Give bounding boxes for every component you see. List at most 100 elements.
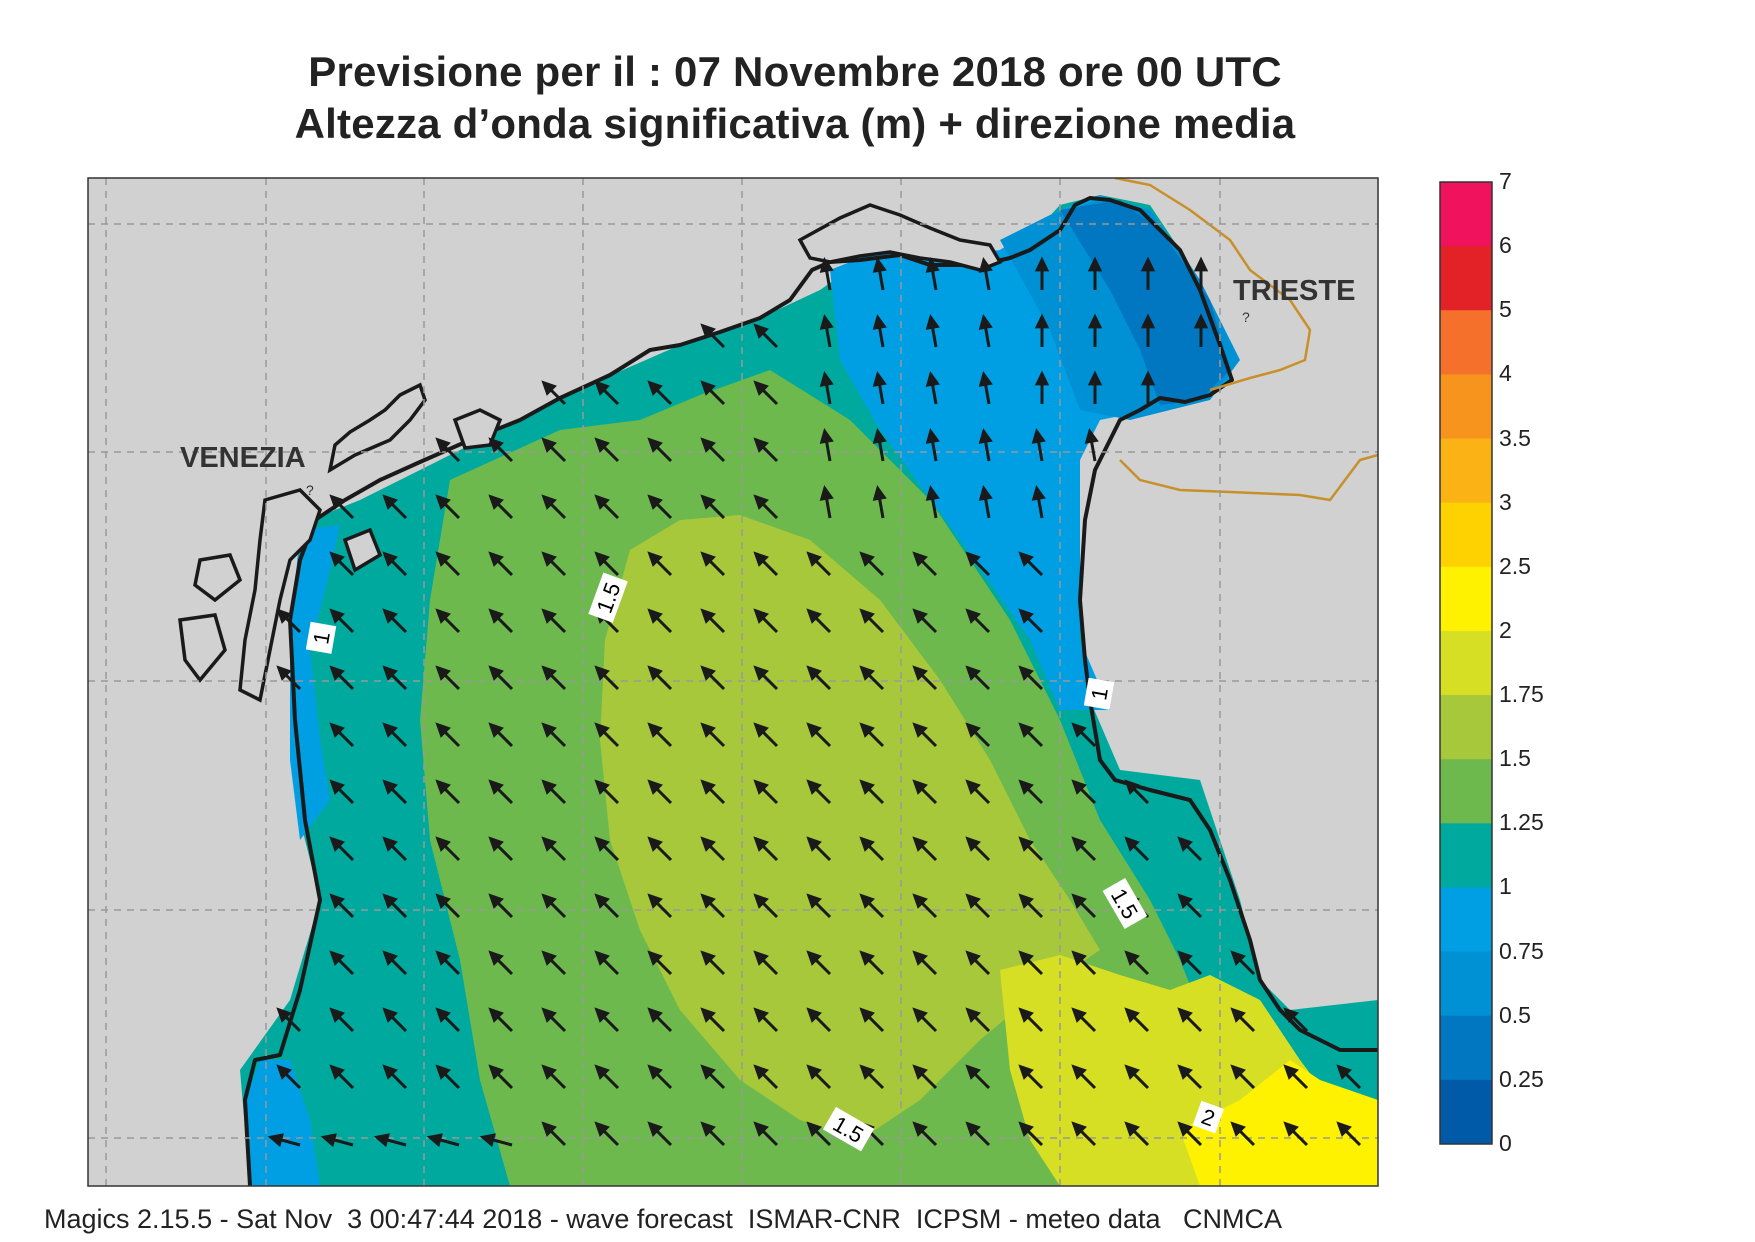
direction-arrow-head <box>819 371 834 387</box>
direction-arrow-head <box>1071 893 1087 909</box>
direction-arrow-head <box>1177 1121 1193 1137</box>
colorbar-frame <box>1439 181 1493 1145</box>
colorbar-swatch <box>1440 438 1492 504</box>
direction-arrow-head <box>488 551 504 567</box>
direction-arrow-head <box>594 836 610 852</box>
colorbar-swatch <box>1440 630 1492 696</box>
direction-arrow-head <box>1018 1121 1034 1137</box>
direction-arrow-head <box>329 950 345 966</box>
direction-arrow-head <box>329 722 345 738</box>
colorbar-swatch <box>1440 566 1492 632</box>
direction-arrow-head <box>435 608 451 624</box>
direction-arrow-head <box>541 608 557 624</box>
direction-arrow-head <box>912 551 928 567</box>
direction-arrow-head <box>806 836 822 852</box>
direction-arrow-head <box>1071 779 1087 795</box>
direction-arrow-head <box>1071 1064 1087 1080</box>
direction-arrow-head <box>541 893 557 909</box>
direction-arrow-head <box>647 1007 663 1023</box>
direction-arrow-head <box>872 485 887 501</box>
direction-arrow-head <box>329 608 345 624</box>
direction-arrow-head <box>965 551 981 567</box>
direction-arrow-head <box>488 608 504 624</box>
direction-arrow-head <box>594 1007 610 1023</box>
direction-arrow-head <box>700 893 716 909</box>
colorbar-swatch <box>1440 182 1492 247</box>
direction-arrow-head <box>1140 313 1156 329</box>
direction-arrow-head <box>753 665 769 681</box>
direction-arrow-head <box>488 722 504 738</box>
direction-arrow-head <box>594 779 610 795</box>
direction-arrow-head <box>594 950 610 966</box>
direction-arrow-head <box>541 665 557 681</box>
direction-arrow-head <box>1018 722 1034 738</box>
direction-arrow-head <box>806 1007 822 1023</box>
svg-text:1: 1 <box>308 630 335 646</box>
colorbar-swatch <box>1440 759 1492 824</box>
place-label-venezia: VENEZIA <box>180 442 306 474</box>
direction-arrow-head <box>912 722 928 738</box>
direction-arrow-head <box>1018 1064 1034 1080</box>
direction-arrow-head <box>647 950 663 966</box>
direction-arrow-head <box>647 608 663 624</box>
direction-arrow-head <box>647 665 663 681</box>
colorbar-label: 1.75 <box>1499 681 1544 708</box>
direction-arrow-head <box>925 371 940 387</box>
direction-arrow-head <box>1071 950 1087 966</box>
direction-arrow-head <box>382 1007 398 1023</box>
place-label-trieste: TRIESTE <box>1233 275 1355 307</box>
direction-arrow-head <box>806 893 822 909</box>
direction-arrow-head <box>819 257 834 273</box>
direction-arrow-head <box>276 665 292 681</box>
direction-arrow-head <box>1034 256 1050 272</box>
direction-arrow-head <box>435 779 451 795</box>
direction-arrow-head <box>1071 836 1087 852</box>
colorbar-swatch <box>1440 310 1492 375</box>
colorbar-swatch <box>1440 502 1492 568</box>
direction-arrow-head <box>647 836 663 852</box>
direction-arrow-head <box>1230 1007 1246 1023</box>
direction-arrow-head <box>1071 1007 1087 1023</box>
direction-arrow-head <box>1087 370 1103 386</box>
direction-arrow-head <box>594 437 610 453</box>
title-line-1: Previsione per il : 07 Novembre 2018 ore… <box>308 48 1282 95</box>
direction-arrow-head <box>965 950 981 966</box>
direction-arrow-head <box>912 836 928 852</box>
colorbar-swatch <box>1440 695 1492 760</box>
direction-arrow-head <box>806 1121 822 1137</box>
contour-labels: 1 1 1.5 1.5 1.5 2 <box>305 572 1225 1152</box>
direction-arrow-head <box>647 380 663 396</box>
direction-arrow-head <box>541 1121 557 1137</box>
direction-arrow-head <box>978 257 993 273</box>
colorbar-swatch <box>1440 951 1492 1017</box>
direction-arrow-head <box>753 494 769 510</box>
map-grid <box>88 178 1378 1186</box>
direction-arrow-head <box>859 1064 875 1080</box>
direction-arrow-head <box>700 1007 716 1023</box>
direction-arrow-head <box>753 1064 769 1080</box>
direction-arrow-head <box>1018 893 1034 909</box>
direction-arrow-head <box>753 323 769 339</box>
direction-arrow-head <box>859 779 875 795</box>
direction-arrow-head <box>912 779 928 795</box>
grado-islands <box>797 203 1003 272</box>
direction-arrow-head <box>329 1064 345 1080</box>
direction-arrow-head <box>276 1007 292 1023</box>
colorbar-swatch <box>1440 1079 1492 1145</box>
direction-arrow-head <box>753 380 769 396</box>
direction-arrow-head <box>382 722 398 738</box>
direction-arrow-head <box>965 1007 981 1023</box>
direction-arrow-head <box>700 1064 716 1080</box>
direction-arrow-head <box>700 323 716 339</box>
direction-arrow-head <box>925 485 940 501</box>
direction-arrow-head <box>435 1064 451 1080</box>
sea-band-0.75-1-southwest <box>245 1060 320 1186</box>
sea-band-0.25-0.5 <box>1060 200 1230 405</box>
direction-arrow-head <box>382 836 398 852</box>
direction-arrow-head <box>488 779 504 795</box>
direction-arrow-head <box>479 1133 496 1148</box>
direction-arrow-head <box>1018 836 1034 852</box>
direction-arrow-head <box>426 1133 443 1148</box>
direction-arrow-head <box>859 950 875 966</box>
